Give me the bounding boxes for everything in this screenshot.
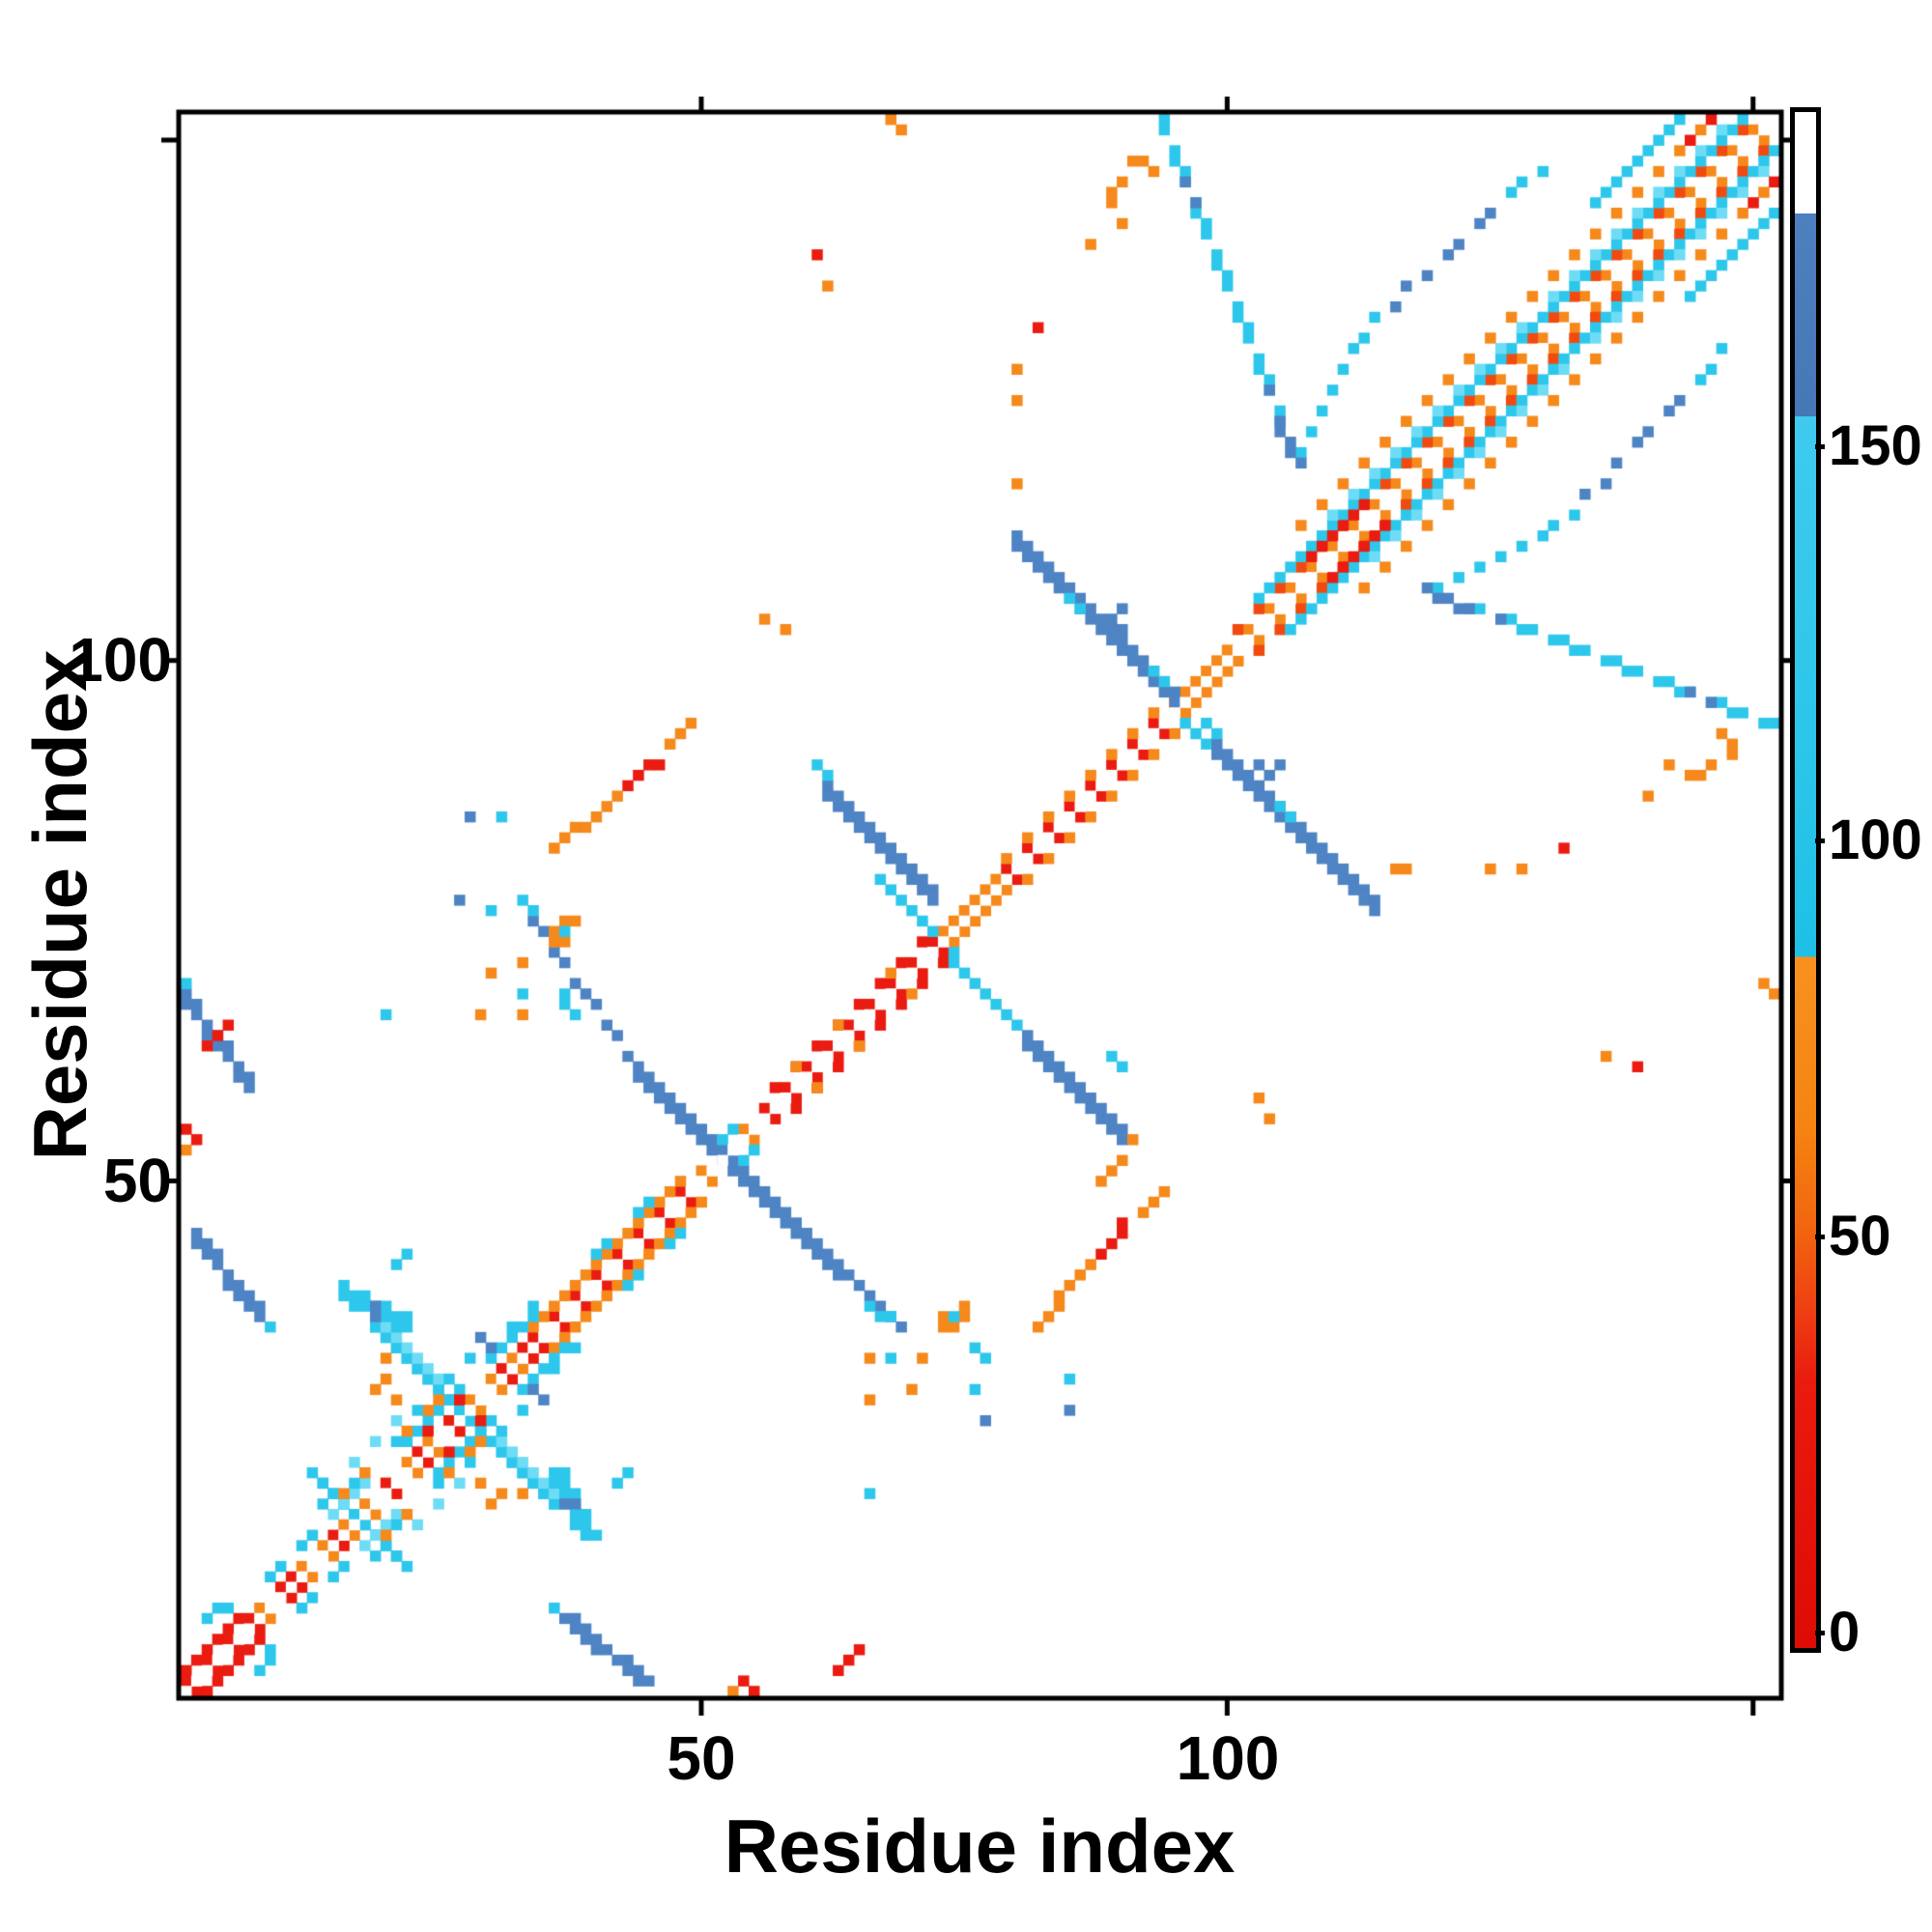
colorbar (1790, 107, 1821, 1653)
colorbar-label-150: 150 (1829, 414, 1922, 477)
colorbar-tick-50 (1815, 1235, 1825, 1239)
colorbar-label-100: 100 (1829, 809, 1922, 871)
y-axis-title: Residue index (17, 649, 102, 1161)
colorbar-tick-100 (1815, 838, 1825, 843)
colorbar-tick-150 (1815, 444, 1825, 449)
colorbar-tick-0 (1815, 1631, 1825, 1635)
y-axis-tick-label-100: 100 (69, 625, 172, 695)
x-axis-title: Residue index (724, 1804, 1236, 1889)
y-axis-tick-label-50: 50 (102, 1146, 172, 1215)
x-axis-tick-label-100: 100 (1176, 1723, 1280, 1793)
colorbar-label-0: 0 (1829, 1601, 1861, 1663)
x-axis-tick-label-50: 50 (667, 1723, 736, 1793)
colorbar-label-50: 50 (1829, 1205, 1891, 1267)
